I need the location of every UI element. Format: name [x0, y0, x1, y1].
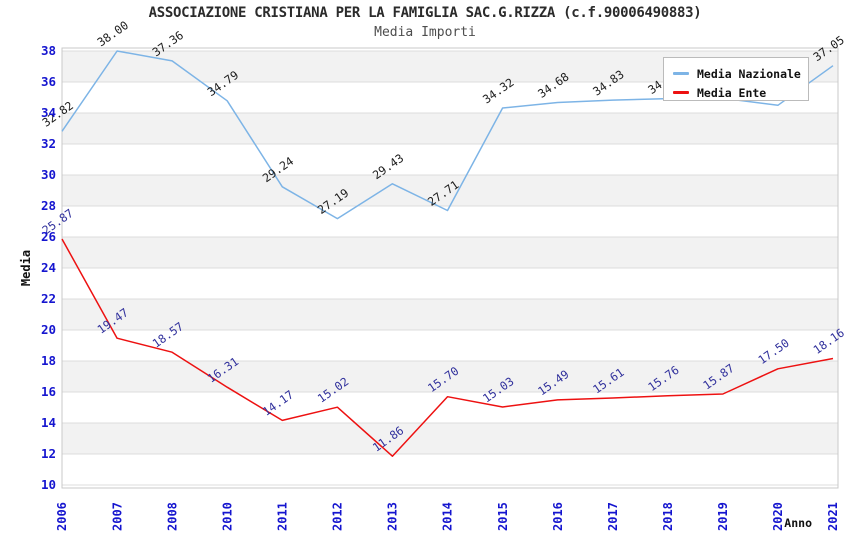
legend-label: Media Nazionale	[697, 66, 801, 81]
x-tick-label: 2010	[220, 502, 234, 531]
x-tick-label: 2017	[606, 502, 620, 531]
x-tick-label: 2007	[110, 502, 124, 531]
grid-band	[62, 299, 838, 330]
y-tick-label: 10	[41, 477, 56, 492]
x-tick-label: 2016	[551, 502, 565, 531]
grid-band	[62, 175, 838, 206]
y-tick-label: 32	[41, 136, 56, 151]
x-tick-label: 2015	[496, 502, 510, 531]
x-tick-label: 2014	[441, 502, 455, 531]
x-tick-label: 2006	[55, 502, 69, 531]
y-tick-label: 36	[41, 74, 56, 89]
chart-subtitle: Media Importi	[374, 25, 476, 40]
chart-legend: Media Nazionale Media Ente	[663, 57, 809, 101]
legend-label: Media Ente	[697, 85, 767, 100]
y-tick-label: 16	[41, 384, 56, 399]
x-tick-label: 2008	[165, 502, 179, 531]
legend-swatch-icon	[673, 91, 689, 94]
x-tick-label: 2018	[661, 502, 675, 531]
y-tick-label: 34	[41, 105, 56, 120]
x-tick-label: 2021	[826, 502, 840, 531]
grid-band	[62, 113, 838, 144]
x-tick-label: 2011	[275, 502, 289, 531]
grid-band	[62, 423, 838, 454]
legend-item-media-ente: Media Ente	[673, 83, 808, 102]
y-tick-label: 24	[41, 260, 56, 275]
chart-title: ASSOCIAZIONE CRISTIANA PER LA FAMIGLIA S…	[148, 5, 702, 21]
y-tick-label: 18	[41, 353, 56, 368]
y-tick-label: 12	[41, 446, 56, 461]
y-tick-label: 26	[41, 229, 56, 244]
point-label: 38.00	[95, 18, 131, 49]
x-tick-label: 2012	[331, 502, 345, 531]
x-tick-label: 2019	[716, 502, 730, 531]
grid-band	[62, 361, 838, 392]
y-tick-label: 28	[41, 198, 56, 213]
legend-swatch-icon	[673, 72, 689, 75]
y-tick-label: 14	[41, 415, 56, 430]
plot-border	[61, 47, 839, 489]
x-tick-label: 2013	[386, 502, 400, 531]
series-line-media-ente	[61, 238, 834, 457]
y-tick-label: 22	[41, 291, 56, 306]
legend-item-media-nazionale: Media Nazionale	[673, 64, 808, 83]
y-axis-title: Media	[19, 250, 33, 286]
y-tick-label: 20	[41, 322, 56, 337]
x-axis-title: Anno	[784, 516, 812, 530]
x-tick-label: 2020	[771, 502, 785, 531]
y-tick-label: 30	[41, 167, 56, 182]
grid-band	[62, 237, 838, 268]
y-tick-label: 38	[41, 43, 56, 58]
